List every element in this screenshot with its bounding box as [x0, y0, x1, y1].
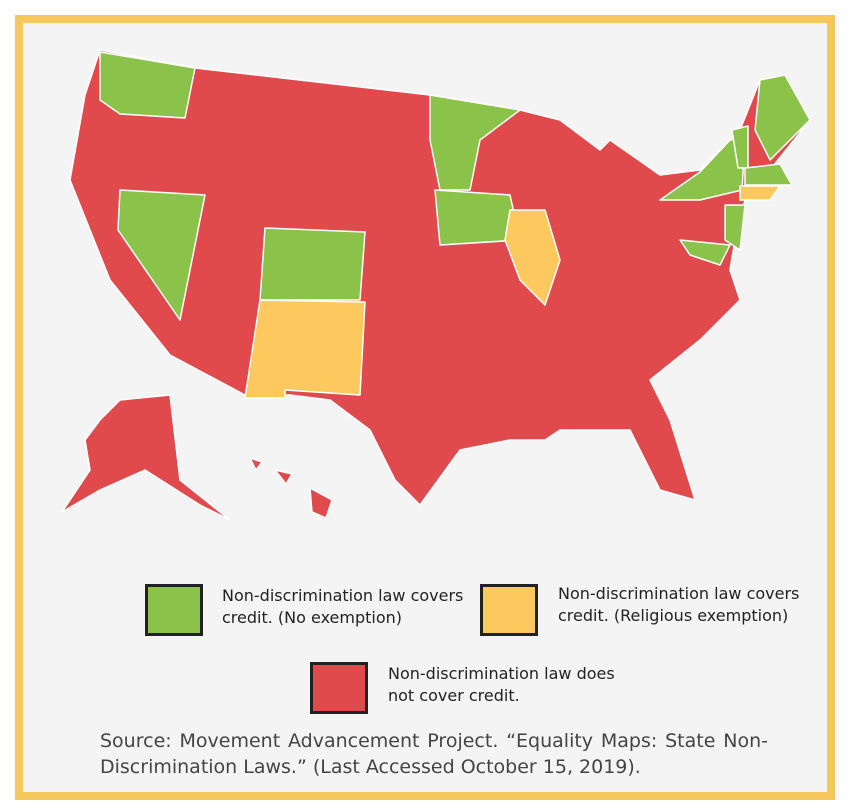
legend-swatch — [310, 662, 368, 714]
state — [309, 487, 333, 519]
state — [679, 239, 731, 266]
source-note: Source: Movement Advancement Project. “E… — [100, 730, 768, 778]
legend-label: Non-discrimination law does not cover cr… — [388, 664, 615, 705]
state — [249, 457, 263, 471]
legend-swatch — [145, 584, 203, 636]
state — [117, 189, 206, 321]
state — [244, 299, 366, 399]
state — [429, 94, 521, 191]
state — [724, 204, 746, 251]
state — [744, 163, 793, 186]
state — [61, 394, 231, 521]
legend-label: Non-discrimination law covers credit. (R… — [558, 584, 800, 625]
state — [259, 227, 366, 301]
state — [659, 137, 746, 201]
state — [504, 209, 561, 306]
state — [754, 74, 811, 161]
state — [739, 185, 781, 201]
legend-label: Non-discrimination law covers credit. (N… — [222, 586, 464, 627]
state — [274, 469, 293, 485]
state — [99, 51, 196, 119]
legend-swatch — [480, 584, 538, 636]
